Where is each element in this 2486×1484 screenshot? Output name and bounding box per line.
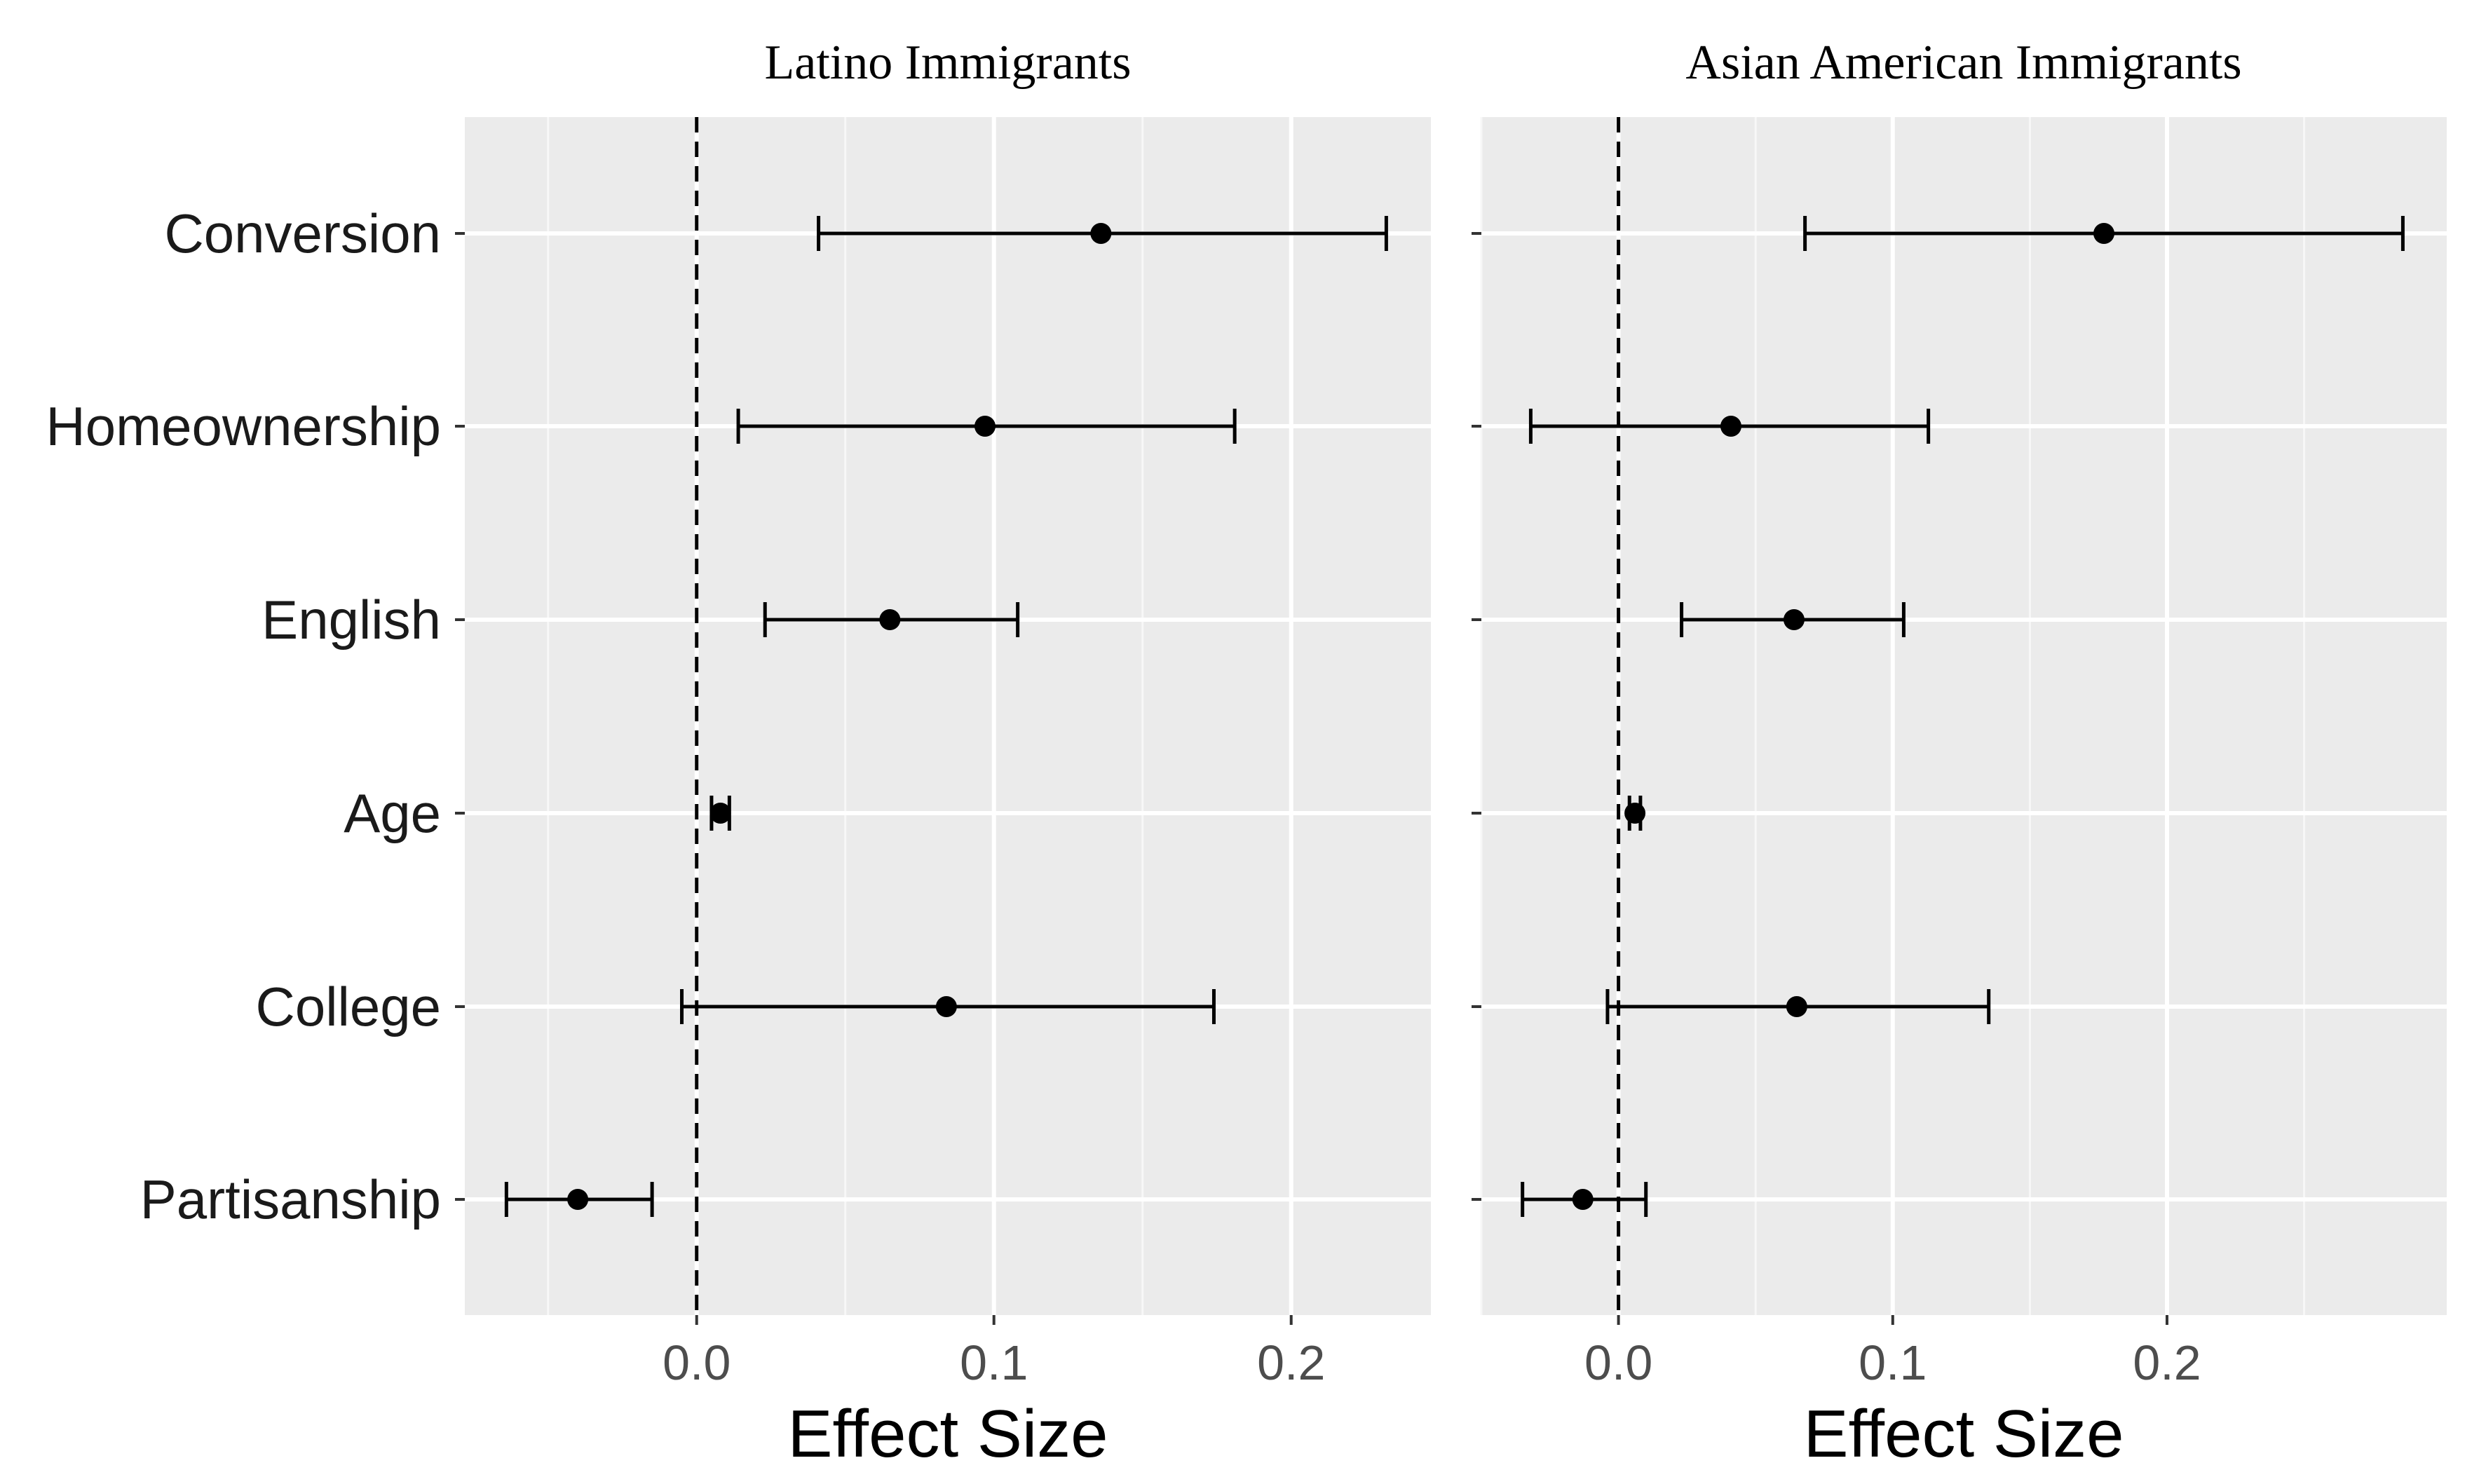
panel-background-latino [465, 117, 1431, 1315]
x-tick-label: 0.0 [1584, 1335, 1652, 1390]
point-estimate-conversion [2093, 223, 2115, 244]
category-label-partisanship: Partisanship [140, 1169, 441, 1230]
point-estimate-college [1786, 996, 1807, 1017]
category-label-college: College [255, 976, 441, 1037]
panel-title-latino: Latino Immigrants [765, 36, 1132, 90]
category-label-conversion: Conversion [164, 203, 441, 264]
panel-title-asian-american: Asian American Immigrants [1685, 36, 2241, 90]
x-tick-label: 0.1 [960, 1335, 1028, 1390]
point-estimate-age [709, 803, 731, 824]
x-axis-title-latino: Effect Size [787, 1396, 1108, 1471]
point-estimate-partisanship [1572, 1189, 1594, 1210]
panel-background-asian-american [1481, 117, 2447, 1315]
category-label-english: English [261, 589, 441, 651]
panel-latino-immigrants: Latino Immigrants Effect Size 0.0 0.1 0.2 C… [46, 36, 1431, 1471]
point-estimate-partisanship [567, 1189, 589, 1210]
point-estimate-conversion [1090, 223, 1112, 244]
point-estimate-homeownership [1720, 416, 1741, 437]
x-axis-title-asian-american: Effect Size [1803, 1396, 2124, 1471]
category-label-homeownership: Homeownership [46, 395, 441, 457]
point-estimate-college [935, 996, 957, 1017]
category-label-age: Age [344, 782, 441, 844]
point-estimate-age [1624, 803, 1646, 824]
x-tick-label: 0.2 [2133, 1335, 2201, 1390]
x-tick-label: 0.1 [1859, 1335, 1927, 1390]
point-estimate-homeownership [974, 416, 996, 437]
point-estimate-english [1783, 609, 1805, 630]
x-tick-label: 0.0 [663, 1335, 731, 1390]
x-tick-label: 0.2 [1257, 1335, 1325, 1390]
panel-asian-american-immigrants: Asian American Immigrants Effect Size 0.… [1472, 36, 2447, 1471]
point-estimate-english [879, 609, 901, 630]
